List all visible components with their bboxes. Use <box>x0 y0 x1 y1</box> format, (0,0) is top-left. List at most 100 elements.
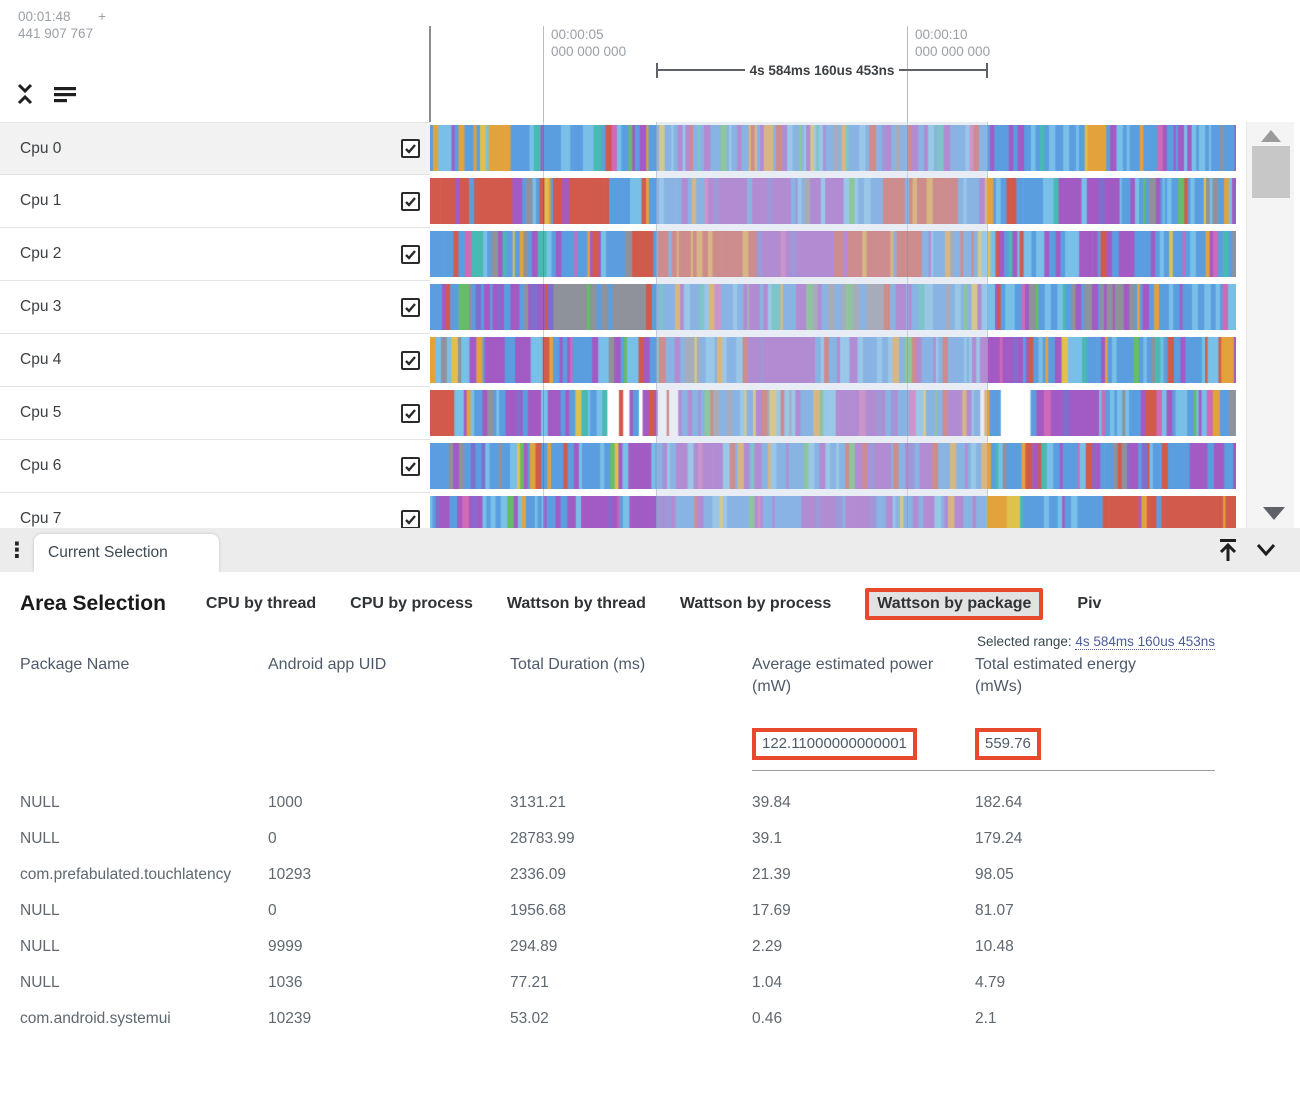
cell-uid: 10293 <box>268 865 312 883</box>
track-checkbox[interactable] <box>401 191 420 211</box>
table-row: NULL 0 1956.68 17.69 81.07 <box>20 894 1215 930</box>
tab-wattson-by-process[interactable]: Wattson by process <box>679 595 832 612</box>
selected-range: Selected range: 4s 584ms 160us 453ns <box>977 634 1215 650</box>
cell-uid: 10239 <box>268 1009 312 1027</box>
cell-avg-power: 39.1 <box>752 829 783 847</box>
cell-avg-power: 1.04 <box>752 973 783 991</box>
cpu-sched-track[interactable] <box>430 125 1236 171</box>
track-scrollbar[interactable] <box>1246 122 1294 528</box>
timeline-tick-10s: 00:00:10 000 000 000 <box>915 27 991 59</box>
expand-panel-to-top-icon[interactable] <box>1216 537 1240 563</box>
cell-package-name: NULL <box>20 829 60 847</box>
track-label: Cpu 7 <box>20 510 62 527</box>
scrollbar-thumb[interactable] <box>1252 146 1290 198</box>
tab-wattson-by-package[interactable]: Wattson by package <box>865 588 1044 620</box>
scroll-up-icon[interactable] <box>1260 130 1281 142</box>
sort-tracks-icon[interactable] <box>52 84 78 104</box>
bracket-left-tick <box>656 62 658 78</box>
column-header-package-name[interactable]: Package Name <box>20 656 130 673</box>
selected-range-value-link[interactable]: 4s 584ms 160us 453ns <box>1075 634 1215 650</box>
track-row-cpu3: Cpu 3 <box>0 281 1300 334</box>
track-checkbox[interactable] <box>401 350 420 370</box>
cell-total-energy: 2.1 <box>975 1009 997 1027</box>
summary-avg-power: 122.11000000000001 <box>762 734 907 752</box>
cell-package-name: NULL <box>20 937 60 955</box>
cell-uid: 0 <box>268 829 277 847</box>
cpu-sched-track[interactable] <box>430 178 1236 224</box>
timeline-gridline-10s <box>907 26 908 122</box>
cell-duration: 1956.68 <box>510 901 567 919</box>
cell-uid: 1000 <box>268 794 303 812</box>
table-row: com.android.systemui 10239 53.02 0.46 2.… <box>20 1002 1215 1038</box>
track-row-cpu0: Cpu 0 <box>0 122 1300 175</box>
tab-label: Current Selection <box>48 544 168 561</box>
tab-wattson-by-thread[interactable]: Wattson by thread <box>506 595 646 612</box>
cell-total-energy: 179.24 <box>975 829 1023 847</box>
track-checkbox[interactable] <box>401 456 420 476</box>
table-row: com.prefabulated.touchlatency 10293 2336… <box>20 858 1215 894</box>
track-checkbox[interactable] <box>401 403 420 423</box>
cell-uid: 1036 <box>268 973 303 991</box>
summary-row: 122.11000000000001 559.76 <box>20 720 1215 772</box>
track-checkbox[interactable] <box>401 509 420 528</box>
track-label: Cpu 5 <box>20 404 62 421</box>
cell-package-name: NULL <box>20 794 60 812</box>
cell-uid: 9999 <box>268 937 303 955</box>
table-row: NULL 0 28783.99 39.1 179.24 <box>20 822 1215 858</box>
column-header-android-app-uid[interactable]: Android app UID <box>268 656 387 673</box>
cpu-sched-track[interactable] <box>430 496 1236 528</box>
selected-range-label: Selected range: <box>977 634 1072 649</box>
bracket-line <box>899 69 986 71</box>
tab-cpu-by-process[interactable]: CPU by process <box>350 595 473 612</box>
track-row-cpu5: Cpu 5 <box>0 387 1300 440</box>
annotation-box-avg-power: 122.11000000000001 <box>752 727 917 761</box>
track-checkbox[interactable] <box>401 139 420 158</box>
tab-menu-icon[interactable]: ⋮ <box>6 538 28 562</box>
cpu-sched-track[interactable] <box>430 390 1236 436</box>
column-header-total-duration[interactable]: Total Duration (ms) <box>510 656 646 673</box>
track-row-cpu6: Cpu 6 <box>0 440 1300 493</box>
track-label: Cpu 6 <box>20 457 62 474</box>
bottom-panel-tabstrip: ⋮ Current Selection <box>0 528 1300 572</box>
track-label: Cpu 0 <box>20 139 62 157</box>
track-list: Cpu 0 Cpu 1 Cpu 2 Cpu 3 <box>0 122 1300 528</box>
track-row-cpu1: Cpu 1 <box>0 175 1300 228</box>
cell-total-energy: 182.64 <box>975 794 1023 812</box>
table-row: NULL 1036 77.21 1.04 4.79 <box>20 966 1215 1002</box>
cell-avg-power: 0.46 <box>752 1009 783 1027</box>
collapse-panel-icon[interactable] <box>1254 542 1278 558</box>
track-label: Cpu 2 <box>20 245 62 262</box>
track-checkbox[interactable] <box>401 244 420 264</box>
cpu-sched-track[interactable] <box>430 443 1236 489</box>
cell-package-name: com.prefabulated.touchlatency <box>20 865 232 883</box>
cell-avg-power: 2.29 <box>752 937 783 955</box>
cell-avg-power: 17.69 <box>752 901 791 919</box>
bracket-right-tick <box>986 62 988 78</box>
cpu-sched-track[interactable] <box>430 337 1236 383</box>
table-row: NULL 9999 294.89 2.29 10.48 <box>20 930 1215 966</box>
column-header-avg-power[interactable]: Average estimated power (mW) <box>752 656 934 696</box>
timeline-tick-5s: 00:00:05 000 000 000 <box>551 27 627 59</box>
timeline-header: 00:01:48 + 441 907 767 00:00:05 000 000 … <box>0 0 1300 122</box>
cell-total-energy: 4.79 <box>975 973 1006 991</box>
cell-uid: 0 <box>268 901 277 919</box>
tab-pivot-truncated[interactable]: Piv <box>1077 595 1102 612</box>
track-row-cpu4: Cpu 4 <box>0 334 1300 387</box>
tab-cpu-by-thread[interactable]: CPU by thread <box>205 595 317 612</box>
cell-duration: 294.89 <box>510 937 558 955</box>
scroll-down-icon[interactable] <box>1263 507 1285 520</box>
cell-duration: 28783.99 <box>510 829 575 847</box>
table-header-row: Package Name Android app UID Total Durat… <box>20 654 1215 721</box>
cell-total-energy: 81.07 <box>975 901 1014 919</box>
cell-total-energy: 98.05 <box>975 865 1014 883</box>
column-header-total-energy[interactable]: Total estimated energy (mWs) <box>975 656 1136 696</box>
cpu-sched-track[interactable] <box>430 231 1236 277</box>
track-row-cpu7: Cpu 7 <box>0 493 1300 528</box>
tab-current-selection[interactable]: Current Selection <box>34 534 219 572</box>
origin-plus: + <box>98 9 106 24</box>
origin-offset: 441 907 767 <box>18 26 94 41</box>
origin-time: 00:01:48 <box>18 9 71 24</box>
cpu-sched-track[interactable] <box>430 284 1236 330</box>
track-checkbox[interactable] <box>401 297 420 317</box>
collapse-tracks-icon[interactable] <box>14 82 36 106</box>
